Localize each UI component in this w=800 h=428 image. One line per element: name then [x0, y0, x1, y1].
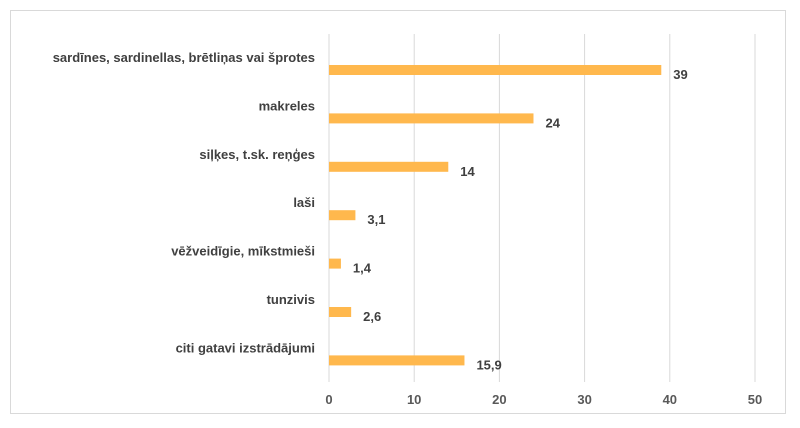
bars [329, 65, 662, 366]
bar [329, 258, 341, 269]
x-axis-ticks: 0 10 20 30 40 50 [325, 392, 762, 407]
x-tick-label: 50 [748, 392, 762, 407]
category-label: siļķes, t.sk. reņģes [199, 147, 315, 162]
data-label: 1,4 [353, 261, 372, 276]
x-tick-label: 20 [492, 392, 506, 407]
bar [329, 65, 662, 75]
value-labels: 39 24 14 3,1 1,4 2,6 15,9 [353, 67, 688, 372]
category-labels: sardīnes, sardinellas, brētliņas vai špr… [53, 50, 315, 355]
x-tick-label: 10 [407, 392, 421, 407]
bar [329, 113, 534, 124]
data-label: 39 [673, 67, 687, 82]
category-label: makreles [259, 98, 315, 113]
category-label: citi gatavi izstrādājumi [176, 340, 315, 355]
data-label: 15,9 [476, 357, 501, 372]
bar [329, 355, 465, 366]
data-label: 24 [545, 115, 560, 130]
bar [329, 307, 352, 317]
x-tick-label: 30 [577, 392, 591, 407]
category-label: tunzivis [267, 292, 315, 307]
category-label: sardīnes, sardinellas, brētliņas vai špr… [53, 50, 315, 65]
chart-frame [10, 10, 786, 414]
category-label: laši [293, 195, 315, 210]
gridlines [328, 34, 756, 382]
bar [329, 161, 449, 172]
category-label: vēžveidīgie, mīkstmieši [171, 244, 315, 259]
x-tick-label: 40 [663, 392, 677, 407]
data-label: 3,1 [367, 212, 385, 227]
data-label: 2,6 [363, 309, 381, 324]
bar [329, 210, 356, 221]
data-label: 14 [460, 164, 475, 179]
x-tick-label: 0 [325, 392, 332, 407]
